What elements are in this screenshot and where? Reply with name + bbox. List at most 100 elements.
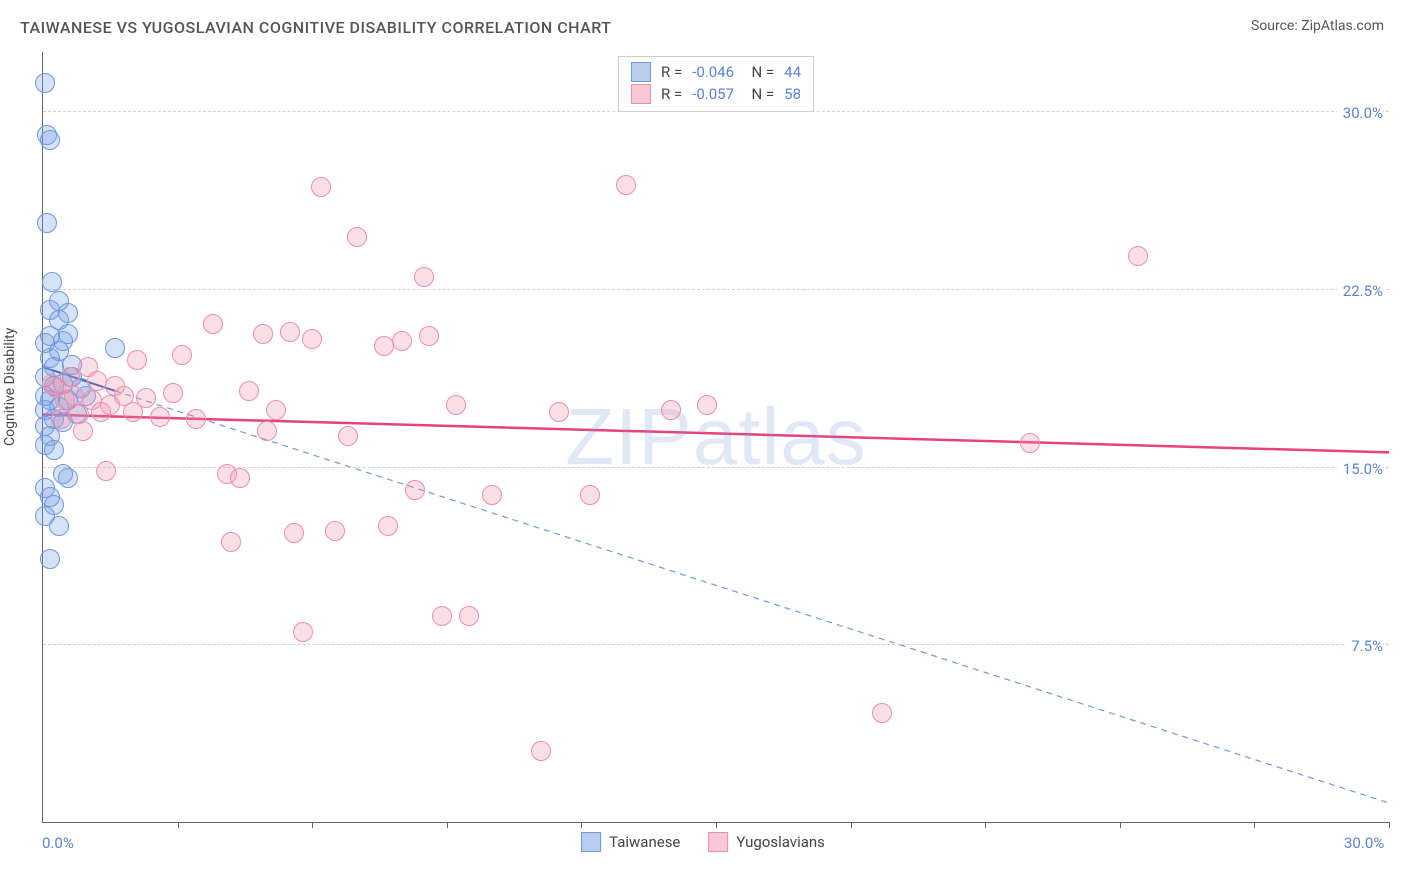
data-point	[51, 409, 71, 429]
data-point	[414, 267, 434, 287]
data-point	[378, 516, 398, 536]
y-axis-title: Cognitive Disability	[2, 328, 18, 446]
data-point	[136, 388, 156, 408]
legend-n-value: 58	[784, 83, 801, 105]
data-point	[44, 440, 64, 460]
data-point	[405, 480, 425, 500]
y-tick-label: 30.0%	[1337, 104, 1383, 122]
legend-row: R = -0.046 N = 44	[631, 61, 801, 83]
data-point	[172, 345, 192, 365]
legend-swatch	[708, 832, 728, 852]
data-point	[230, 468, 250, 488]
data-point	[73, 421, 93, 441]
legend-swatch	[631, 62, 651, 82]
data-point	[392, 331, 412, 351]
y-tick-label: 22.5%	[1337, 282, 1383, 300]
correlation-legend: R = -0.046 N = 44R = -0.057 N = 58	[618, 56, 814, 112]
x-tick	[312, 822, 313, 828]
scatter-plot-area: ZIPatlas R = -0.046 N = 44R = -0.057 N =…	[42, 52, 1389, 823]
y-tick-label: 15.0%	[1337, 460, 1383, 478]
data-point	[42, 272, 62, 292]
data-point	[186, 409, 206, 429]
legend-r-label: R =	[661, 61, 682, 83]
data-point	[872, 703, 892, 723]
data-point	[347, 227, 367, 247]
data-point	[284, 523, 304, 543]
data-point	[127, 350, 147, 370]
data-point	[163, 383, 183, 403]
x-tick	[716, 822, 717, 828]
data-point	[549, 402, 569, 422]
x-tick	[447, 822, 448, 828]
data-point	[58, 303, 78, 323]
legend-n-label: N =	[744, 83, 774, 105]
data-point	[580, 485, 600, 505]
legend-item: Yugoslavians	[708, 832, 825, 852]
data-point	[40, 549, 60, 569]
legend-r-label: R =	[661, 83, 682, 105]
legend-r-value: -0.046	[692, 61, 734, 83]
trend-lines-layer	[43, 52, 1389, 822]
data-point	[78, 357, 98, 377]
data-point	[419, 326, 439, 346]
x-tick	[581, 822, 582, 828]
data-point	[531, 741, 551, 761]
y-tick-label: 7.5%	[1345, 637, 1383, 655]
x-tick	[1254, 822, 1255, 828]
legend-item: Taiwanese	[581, 832, 680, 852]
x-tick	[178, 822, 179, 828]
data-point	[253, 324, 273, 344]
data-point	[221, 532, 241, 552]
legend-row: R = -0.057 N = 58	[631, 83, 801, 105]
data-point	[96, 461, 116, 481]
data-point	[1128, 246, 1148, 266]
data-point	[37, 213, 57, 233]
x-axis-start-label: 0.0%	[42, 834, 74, 852]
data-point	[266, 400, 286, 420]
source-link[interactable]: ZipAtlas.com	[1301, 18, 1384, 34]
gridline-h	[43, 111, 1389, 112]
gridline-h	[43, 644, 1389, 645]
series-legend: Taiwanese Yugoslavians	[581, 832, 825, 852]
data-point	[257, 421, 277, 441]
legend-n-value: 44	[784, 61, 801, 83]
x-tick	[985, 822, 986, 828]
data-point	[42, 374, 62, 394]
data-point	[482, 485, 502, 505]
data-point	[459, 606, 479, 626]
data-point	[446, 395, 466, 415]
legend-label: Yugoslavians	[736, 833, 825, 851]
data-point	[1020, 433, 1040, 453]
data-point	[302, 329, 322, 349]
data-point	[697, 395, 717, 415]
source-prefix: Source:	[1251, 18, 1301, 34]
gridline-h	[43, 289, 1389, 290]
data-point	[60, 367, 80, 387]
x-tick	[851, 822, 852, 828]
data-point	[239, 381, 259, 401]
data-point	[35, 333, 55, 353]
data-point	[49, 516, 69, 536]
data-point	[374, 336, 394, 356]
gridline-h	[43, 467, 1389, 468]
legend-swatch	[631, 84, 651, 104]
legend-swatch	[581, 832, 601, 852]
data-point	[203, 314, 223, 334]
data-point	[325, 521, 345, 541]
x-axis-end-label: 30.0%	[1344, 834, 1384, 852]
data-point	[293, 622, 313, 642]
data-point	[338, 426, 358, 446]
data-point	[150, 407, 170, 427]
source-attribution: Source: ZipAtlas.com	[1251, 18, 1384, 34]
data-point	[64, 386, 84, 406]
data-point	[280, 322, 300, 342]
x-tick	[1120, 822, 1121, 828]
data-point	[35, 73, 55, 93]
legend-r-value: -0.057	[692, 83, 734, 105]
legend-label: Taiwanese	[609, 833, 680, 851]
x-tick	[1389, 822, 1390, 828]
data-point	[661, 400, 681, 420]
legend-n-label: N =	[744, 61, 774, 83]
data-point	[40, 130, 60, 150]
chart-title: TAIWANESE VS YUGOSLAVIAN COGNITIVE DISAB…	[20, 18, 612, 37]
